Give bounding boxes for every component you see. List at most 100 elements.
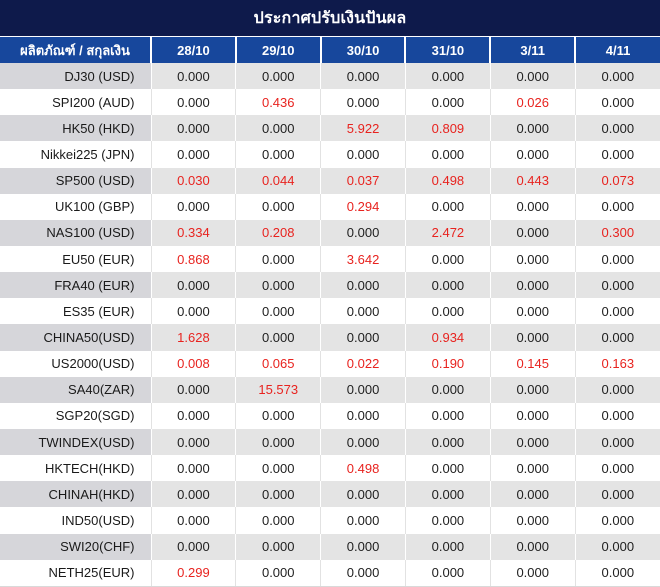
value-cell: 0.000 [404, 402, 491, 429]
value-cell: 0.000 [489, 533, 576, 560]
value-cell: 0.000 [574, 428, 660, 456]
value-cell: 0.000 [489, 63, 576, 90]
product-cell: US2000(USD) [0, 350, 151, 377]
value-cell: 0.000 [489, 245, 576, 273]
product-cell: NAS100 (USD) [0, 219, 151, 246]
product-cell: UK100 (GBP) [0, 193, 151, 220]
value-cell: 0.000 [150, 193, 236, 220]
value-cell: 0.008 [150, 350, 236, 377]
value-cell: 0.000 [235, 298, 321, 325]
value-cell: 0.000 [235, 533, 321, 560]
page-title: ประกาศปรับเงินปันผล [0, 0, 660, 37]
value-cell: 3.642 [320, 245, 406, 273]
value-cell: 0.809 [404, 115, 491, 142]
value-cell: 0.000 [320, 507, 406, 534]
table-row: SPI200 (AUD) 0.000 0.436 0.000 0.000 0.026 0.0… [0, 89, 660, 116]
table-row: NAS100 (USD) 0.334 0.208 0.000 2.472 0.000 0.3… [0, 219, 660, 246]
value-cell: 0.000 [574, 481, 660, 508]
value-cell: 0.000 [574, 298, 660, 325]
table-row: FRA40 (EUR) 0.000 0.000 0.000 0.000 0.000 0.00… [0, 272, 660, 299]
date-header: 4/11 [574, 37, 660, 63]
value-cell: 0.000 [320, 428, 406, 456]
value-cell: 0.030 [150, 167, 236, 194]
value-cell: 0.443 [489, 167, 576, 194]
value-cell: 0.000 [404, 141, 491, 168]
value-cell: 0.000 [235, 245, 321, 273]
product-cell: EU50 (EUR) [0, 245, 151, 273]
value-cell: 0.000 [574, 559, 660, 587]
table-body: DJ30 (USD) 0.000 0.000 0.000 0.000 0.000 0.000… [0, 63, 660, 587]
table-row: SA40(ZAR) 0.000 15.573 0.000 0.000 0.000 0.000 [0, 376, 660, 403]
value-cell: 0.000 [404, 272, 491, 299]
value-cell: 0.000 [574, 272, 660, 299]
table-row: UK100 (GBP) 0.000 0.000 0.294 0.000 0.000 0.00… [0, 193, 660, 220]
value-cell: 0.000 [574, 507, 660, 534]
value-cell: 0.436 [235, 89, 321, 116]
product-cell: TWINDEX(USD) [0, 428, 151, 456]
product-currency-header: ผลิตภัณฑ์ / สกุลเงิน [0, 37, 151, 63]
product-cell: SGP20(SGD) [0, 402, 151, 429]
value-cell: 0.000 [574, 455, 660, 482]
value-cell: 0.000 [489, 507, 576, 534]
table-row: ES35 (EUR) 0.000 0.000 0.000 0.000 0.000 0.000 [0, 298, 660, 325]
value-cell: 0.000 [489, 324, 576, 351]
value-cell: 0.000 [489, 219, 576, 246]
date-header: 31/10 [404, 37, 491, 63]
value-cell: 0.163 [574, 350, 660, 377]
table-row: CHINAH(HKD) 0.000 0.000 0.000 0.000 0.000 0.00… [0, 481, 660, 508]
product-cell: Nikkei225 (JPN) [0, 141, 151, 168]
value-cell: 0.000 [320, 481, 406, 508]
product-cell: ES35 (EUR) [0, 298, 151, 325]
product-cell: DJ30 (USD) [0, 63, 151, 90]
date-header: 30/10 [319, 37, 406, 63]
value-cell: 0.000 [489, 402, 576, 429]
value-cell: 0.498 [320, 455, 406, 482]
value-cell: 0.000 [489, 455, 576, 482]
table-row: DJ30 (USD) 0.000 0.000 0.000 0.000 0.000 0.000 [0, 63, 660, 90]
date-header: 29/10 [234, 37, 321, 63]
value-cell: 0.000 [404, 376, 491, 403]
table-row: EU50 (EUR) 0.868 0.000 3.642 0.000 0.000 0.000 [0, 245, 660, 273]
table-row: Nikkei225 (JPN) 0.000 0.000 0.000 0.000 0.000… [0, 141, 660, 168]
value-cell: 0.000 [404, 428, 491, 456]
value-cell: 0.000 [320, 219, 406, 246]
value-cell: 2.472 [404, 219, 491, 246]
value-cell: 0.000 [574, 533, 660, 560]
table-row: SP500 (USD) 0.030 0.044 0.037 0.498 0.443 0.07… [0, 167, 660, 194]
value-cell: 0.000 [235, 428, 321, 456]
product-cell: NETH25(EUR) [0, 559, 151, 587]
value-cell: 0.498 [404, 167, 491, 194]
value-cell: 0.000 [404, 533, 491, 560]
value-cell: 0.000 [404, 193, 491, 220]
value-cell: 0.044 [235, 167, 321, 194]
value-cell: 0.000 [150, 141, 236, 168]
table-row: NETH25(EUR) 0.299 0.000 0.000 0.000 0.000 0.00… [0, 559, 660, 587]
value-cell: 0.000 [489, 481, 576, 508]
product-cell: SPI200 (AUD) [0, 89, 151, 116]
value-cell: 0.190 [404, 350, 491, 377]
value-cell: 0.868 [150, 245, 236, 273]
value-cell: 0.000 [235, 141, 321, 168]
value-cell: 0.000 [150, 428, 236, 456]
value-cell: 0.000 [150, 481, 236, 508]
value-cell: 0.000 [404, 63, 491, 90]
value-cell: 0.000 [574, 89, 660, 116]
value-cell: 0.000 [489, 272, 576, 299]
value-cell: 0.000 [235, 455, 321, 482]
value-cell: 0.000 [235, 272, 321, 299]
value-cell: 0.000 [404, 481, 491, 508]
value-cell: 0.000 [574, 63, 660, 90]
value-cell: 0.000 [235, 63, 321, 90]
value-cell: 0.000 [320, 559, 406, 587]
value-cell: 0.000 [320, 272, 406, 299]
value-cell: 0.073 [574, 167, 660, 194]
value-cell: 0.000 [235, 324, 321, 351]
value-cell: 0.000 [489, 115, 576, 142]
value-cell: 0.000 [489, 141, 576, 168]
value-cell: 0.000 [489, 193, 576, 220]
value-cell: 0.000 [320, 89, 406, 116]
value-cell: 0.000 [150, 89, 236, 116]
product-cell: SWI20(CHF) [0, 533, 151, 560]
value-cell: 0.000 [489, 428, 576, 456]
